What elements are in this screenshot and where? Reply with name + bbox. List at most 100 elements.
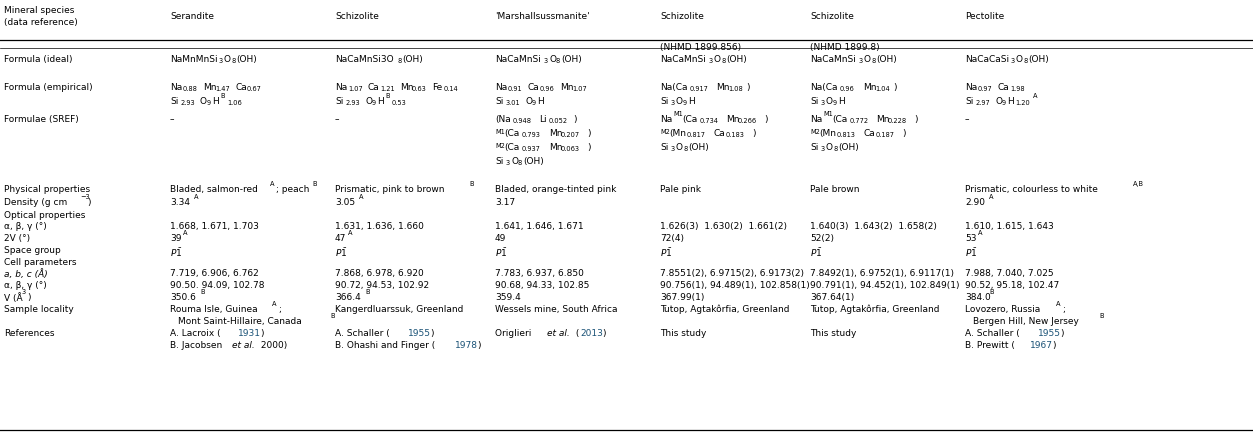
- Text: Origlieri: Origlieri: [495, 329, 534, 338]
- Text: 2000): 2000): [258, 341, 287, 350]
- Text: Kangerdluarssuk, Greenland: Kangerdluarssuk, Greenland: [335, 305, 464, 314]
- Text: 3: 3: [219, 58, 223, 64]
- Text: 90.52, 95.18, 102.47: 90.52, 95.18, 102.47: [965, 281, 1059, 290]
- Text: 8: 8: [231, 58, 236, 64]
- Text: α, β, γ (°): α, β, γ (°): [4, 281, 46, 290]
- Text: Mont Saint-Hillaire, Canada: Mont Saint-Hillaire, Canada: [178, 317, 302, 326]
- Text: 53: 53: [965, 234, 976, 243]
- Text: ): ): [86, 198, 90, 207]
- Text: This study: This study: [660, 329, 707, 338]
- Text: Tutop, Agtakôrfia, Greenland: Tutop, Agtakôrfia, Greenland: [809, 305, 940, 314]
- Text: Mn: Mn: [549, 143, 563, 152]
- Text: 2.97: 2.97: [976, 100, 991, 106]
- Text: ): ): [573, 115, 576, 124]
- Text: 2.93: 2.93: [346, 100, 361, 106]
- Text: 1.47: 1.47: [216, 86, 229, 92]
- Text: Serandite: Serandite: [170, 12, 214, 21]
- Text: 0.052: 0.052: [549, 118, 568, 124]
- Text: Si: Si: [660, 97, 668, 106]
- Text: 3: 3: [821, 100, 826, 106]
- Text: 2013: 2013: [580, 329, 603, 338]
- Text: Formulae (SREF): Formulae (SREF): [4, 115, 79, 124]
- Text: 0.97: 0.97: [979, 86, 992, 92]
- Text: 8: 8: [871, 58, 876, 64]
- Text: (OH): (OH): [688, 143, 709, 152]
- Text: A,B: A,B: [1133, 181, 1144, 187]
- Text: ): ): [430, 329, 434, 338]
- Text: O: O: [511, 157, 517, 166]
- Text: 1.668, 1.671, 1.703: 1.668, 1.671, 1.703: [170, 222, 259, 231]
- Text: 0.793: 0.793: [523, 132, 541, 138]
- Text: 3: 3: [821, 146, 826, 152]
- Text: Mn: Mn: [876, 115, 890, 124]
- Text: A: A: [272, 301, 277, 307]
- Text: 3: 3: [506, 160, 510, 166]
- Text: Formula (ideal): Formula (ideal): [4, 55, 73, 64]
- Text: 7.988, 7.040, 7.025: 7.988, 7.040, 7.025: [965, 269, 1054, 278]
- Text: Na(Ca: Na(Ca: [809, 83, 837, 92]
- Text: H: H: [838, 97, 845, 106]
- Text: ): ): [752, 129, 756, 138]
- Text: (OH): (OH): [236, 55, 257, 64]
- Text: O: O: [365, 97, 372, 106]
- Text: Bergen Hill, New Jersey: Bergen Hill, New Jersey: [974, 317, 1079, 326]
- Text: 0.734: 0.734: [700, 118, 719, 124]
- Text: Na: Na: [660, 115, 673, 124]
- Text: ;: ;: [1063, 305, 1065, 314]
- Text: 1.98: 1.98: [1010, 86, 1025, 92]
- Text: ): ): [477, 341, 480, 350]
- Text: O: O: [714, 55, 720, 64]
- Text: Formula (empirical): Formula (empirical): [4, 83, 93, 92]
- Text: M2: M2: [809, 129, 819, 135]
- Text: 0.813: 0.813: [837, 132, 856, 138]
- Text: O: O: [525, 97, 533, 106]
- Text: ): ): [601, 329, 605, 338]
- Text: (OH): (OH): [1027, 55, 1049, 64]
- Text: O: O: [865, 55, 871, 64]
- Text: (: (: [573, 329, 579, 338]
- Text: (Ca: (Ca: [832, 115, 847, 124]
- Text: (OH): (OH): [523, 157, 544, 166]
- Text: B. Prewitt (: B. Prewitt (: [965, 341, 1015, 350]
- Text: 'Marshallsussmanite': 'Marshallsussmanite': [495, 12, 590, 21]
- Text: 1.07: 1.07: [573, 86, 586, 92]
- Text: 1.08: 1.08: [728, 86, 743, 92]
- Text: Si: Si: [965, 97, 974, 106]
- Text: H: H: [538, 97, 544, 106]
- Text: (Ca: (Ca: [682, 115, 697, 124]
- Text: (Mn: (Mn: [669, 129, 685, 138]
- Text: A. Lacroix (: A. Lacroix (: [170, 329, 221, 338]
- Text: M1: M1: [495, 129, 505, 135]
- Text: 39: 39: [170, 234, 182, 243]
- Text: 7.719, 6.906, 6.762: 7.719, 6.906, 6.762: [170, 269, 259, 278]
- Text: 90.756(1), 94.489(1), 102.858(1): 90.756(1), 94.489(1), 102.858(1): [660, 281, 809, 290]
- Text: α, β, γ (°): α, β, γ (°): [4, 222, 46, 231]
- Text: 1955: 1955: [1037, 329, 1061, 338]
- Text: Si: Si: [660, 143, 668, 152]
- Text: A: A: [194, 194, 198, 200]
- Text: A: A: [183, 230, 188, 236]
- Text: ): ): [586, 129, 590, 138]
- Text: Fe: Fe: [432, 83, 442, 92]
- Text: 9: 9: [683, 100, 687, 106]
- Text: Ca: Ca: [236, 83, 247, 92]
- Text: Ca: Ca: [368, 83, 380, 92]
- Text: B: B: [221, 93, 224, 99]
- Text: 3.01: 3.01: [506, 100, 521, 106]
- Text: $P\bar{1}$: $P\bar{1}$: [660, 246, 673, 259]
- Text: ): ): [893, 83, 896, 92]
- Text: 8: 8: [720, 58, 725, 64]
- Text: A: A: [348, 230, 352, 236]
- Text: 366.4: 366.4: [335, 293, 361, 302]
- Text: 0.67: 0.67: [247, 86, 262, 92]
- Text: ;: ;: [278, 305, 281, 314]
- Text: 1978: 1978: [455, 341, 477, 350]
- Text: 90.68, 94.33, 102.85: 90.68, 94.33, 102.85: [495, 281, 589, 290]
- Text: ): ): [586, 143, 590, 152]
- Text: Mineral species: Mineral species: [4, 6, 74, 15]
- Text: 8: 8: [517, 160, 523, 166]
- Text: $P\bar{1}$: $P\bar{1}$: [965, 246, 977, 259]
- Text: 1.640(3)  1.643(2)  1.658(2): 1.640(3) 1.643(2) 1.658(2): [809, 222, 937, 231]
- Text: ): ): [1060, 329, 1064, 338]
- Text: 0.187: 0.187: [876, 132, 895, 138]
